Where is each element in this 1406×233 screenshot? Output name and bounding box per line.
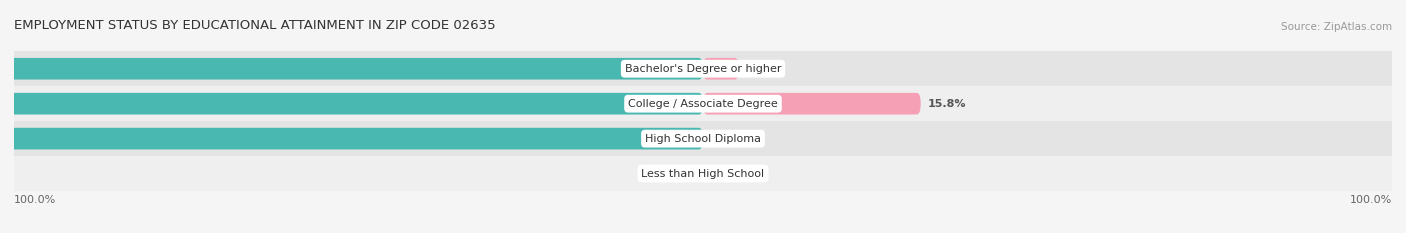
- Bar: [14, 156, 1392, 191]
- Text: 0.0%: 0.0%: [717, 134, 748, 144]
- Text: 15.8%: 15.8%: [928, 99, 966, 109]
- Text: 0.0%: 0.0%: [658, 169, 689, 178]
- Text: 2.6%: 2.6%: [745, 64, 776, 74]
- Text: 0.0%: 0.0%: [717, 169, 748, 178]
- Text: Bachelor's Degree or higher: Bachelor's Degree or higher: [624, 64, 782, 74]
- FancyBboxPatch shape: [0, 58, 703, 80]
- Bar: [14, 121, 1392, 156]
- Bar: [14, 51, 1392, 86]
- Text: Source: ZipAtlas.com: Source: ZipAtlas.com: [1281, 22, 1392, 32]
- Text: 100.0%: 100.0%: [14, 195, 56, 205]
- Text: College / Associate Degree: College / Associate Degree: [628, 99, 778, 109]
- FancyBboxPatch shape: [0, 93, 703, 115]
- Text: High School Diploma: High School Diploma: [645, 134, 761, 144]
- Text: 100.0%: 100.0%: [1350, 195, 1392, 205]
- Text: Less than High School: Less than High School: [641, 169, 765, 178]
- FancyBboxPatch shape: [703, 58, 738, 80]
- Bar: [14, 86, 1392, 121]
- FancyBboxPatch shape: [0, 128, 703, 150]
- Text: EMPLOYMENT STATUS BY EDUCATIONAL ATTAINMENT IN ZIP CODE 02635: EMPLOYMENT STATUS BY EDUCATIONAL ATTAINM…: [14, 19, 496, 32]
- FancyBboxPatch shape: [703, 93, 921, 115]
